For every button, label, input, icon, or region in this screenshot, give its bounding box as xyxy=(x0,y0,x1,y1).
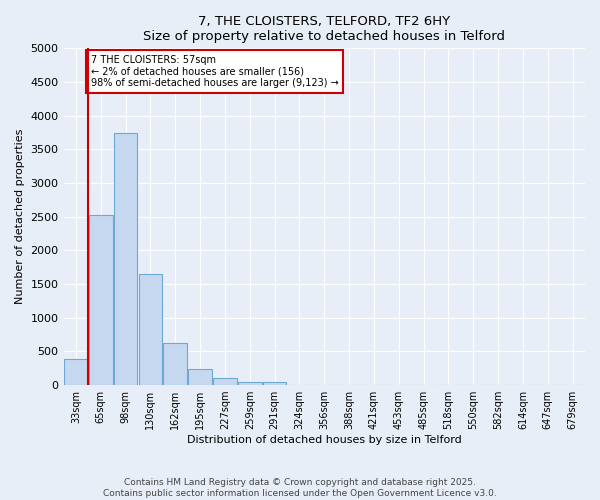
Text: Contains HM Land Registry data © Crown copyright and database right 2025.
Contai: Contains HM Land Registry data © Crown c… xyxy=(103,478,497,498)
Bar xyxy=(263,382,286,385)
Bar xyxy=(238,382,262,385)
Bar xyxy=(64,359,88,385)
X-axis label: Distribution of detached houses by size in Telford: Distribution of detached houses by size … xyxy=(187,435,461,445)
Text: 7 THE CLOISTERS: 57sqm
← 2% of detached houses are smaller (156)
98% of semi-det: 7 THE CLOISTERS: 57sqm ← 2% of detached … xyxy=(91,55,338,88)
Bar xyxy=(213,378,237,385)
Bar xyxy=(188,369,212,385)
Bar xyxy=(139,274,162,385)
Bar xyxy=(114,132,137,385)
Y-axis label: Number of detached properties: Number of detached properties xyxy=(15,129,25,304)
Bar xyxy=(163,344,187,385)
Bar xyxy=(89,214,113,385)
Title: 7, THE CLOISTERS, TELFORD, TF2 6HY
Size of property relative to detached houses : 7, THE CLOISTERS, TELFORD, TF2 6HY Size … xyxy=(143,15,505,43)
